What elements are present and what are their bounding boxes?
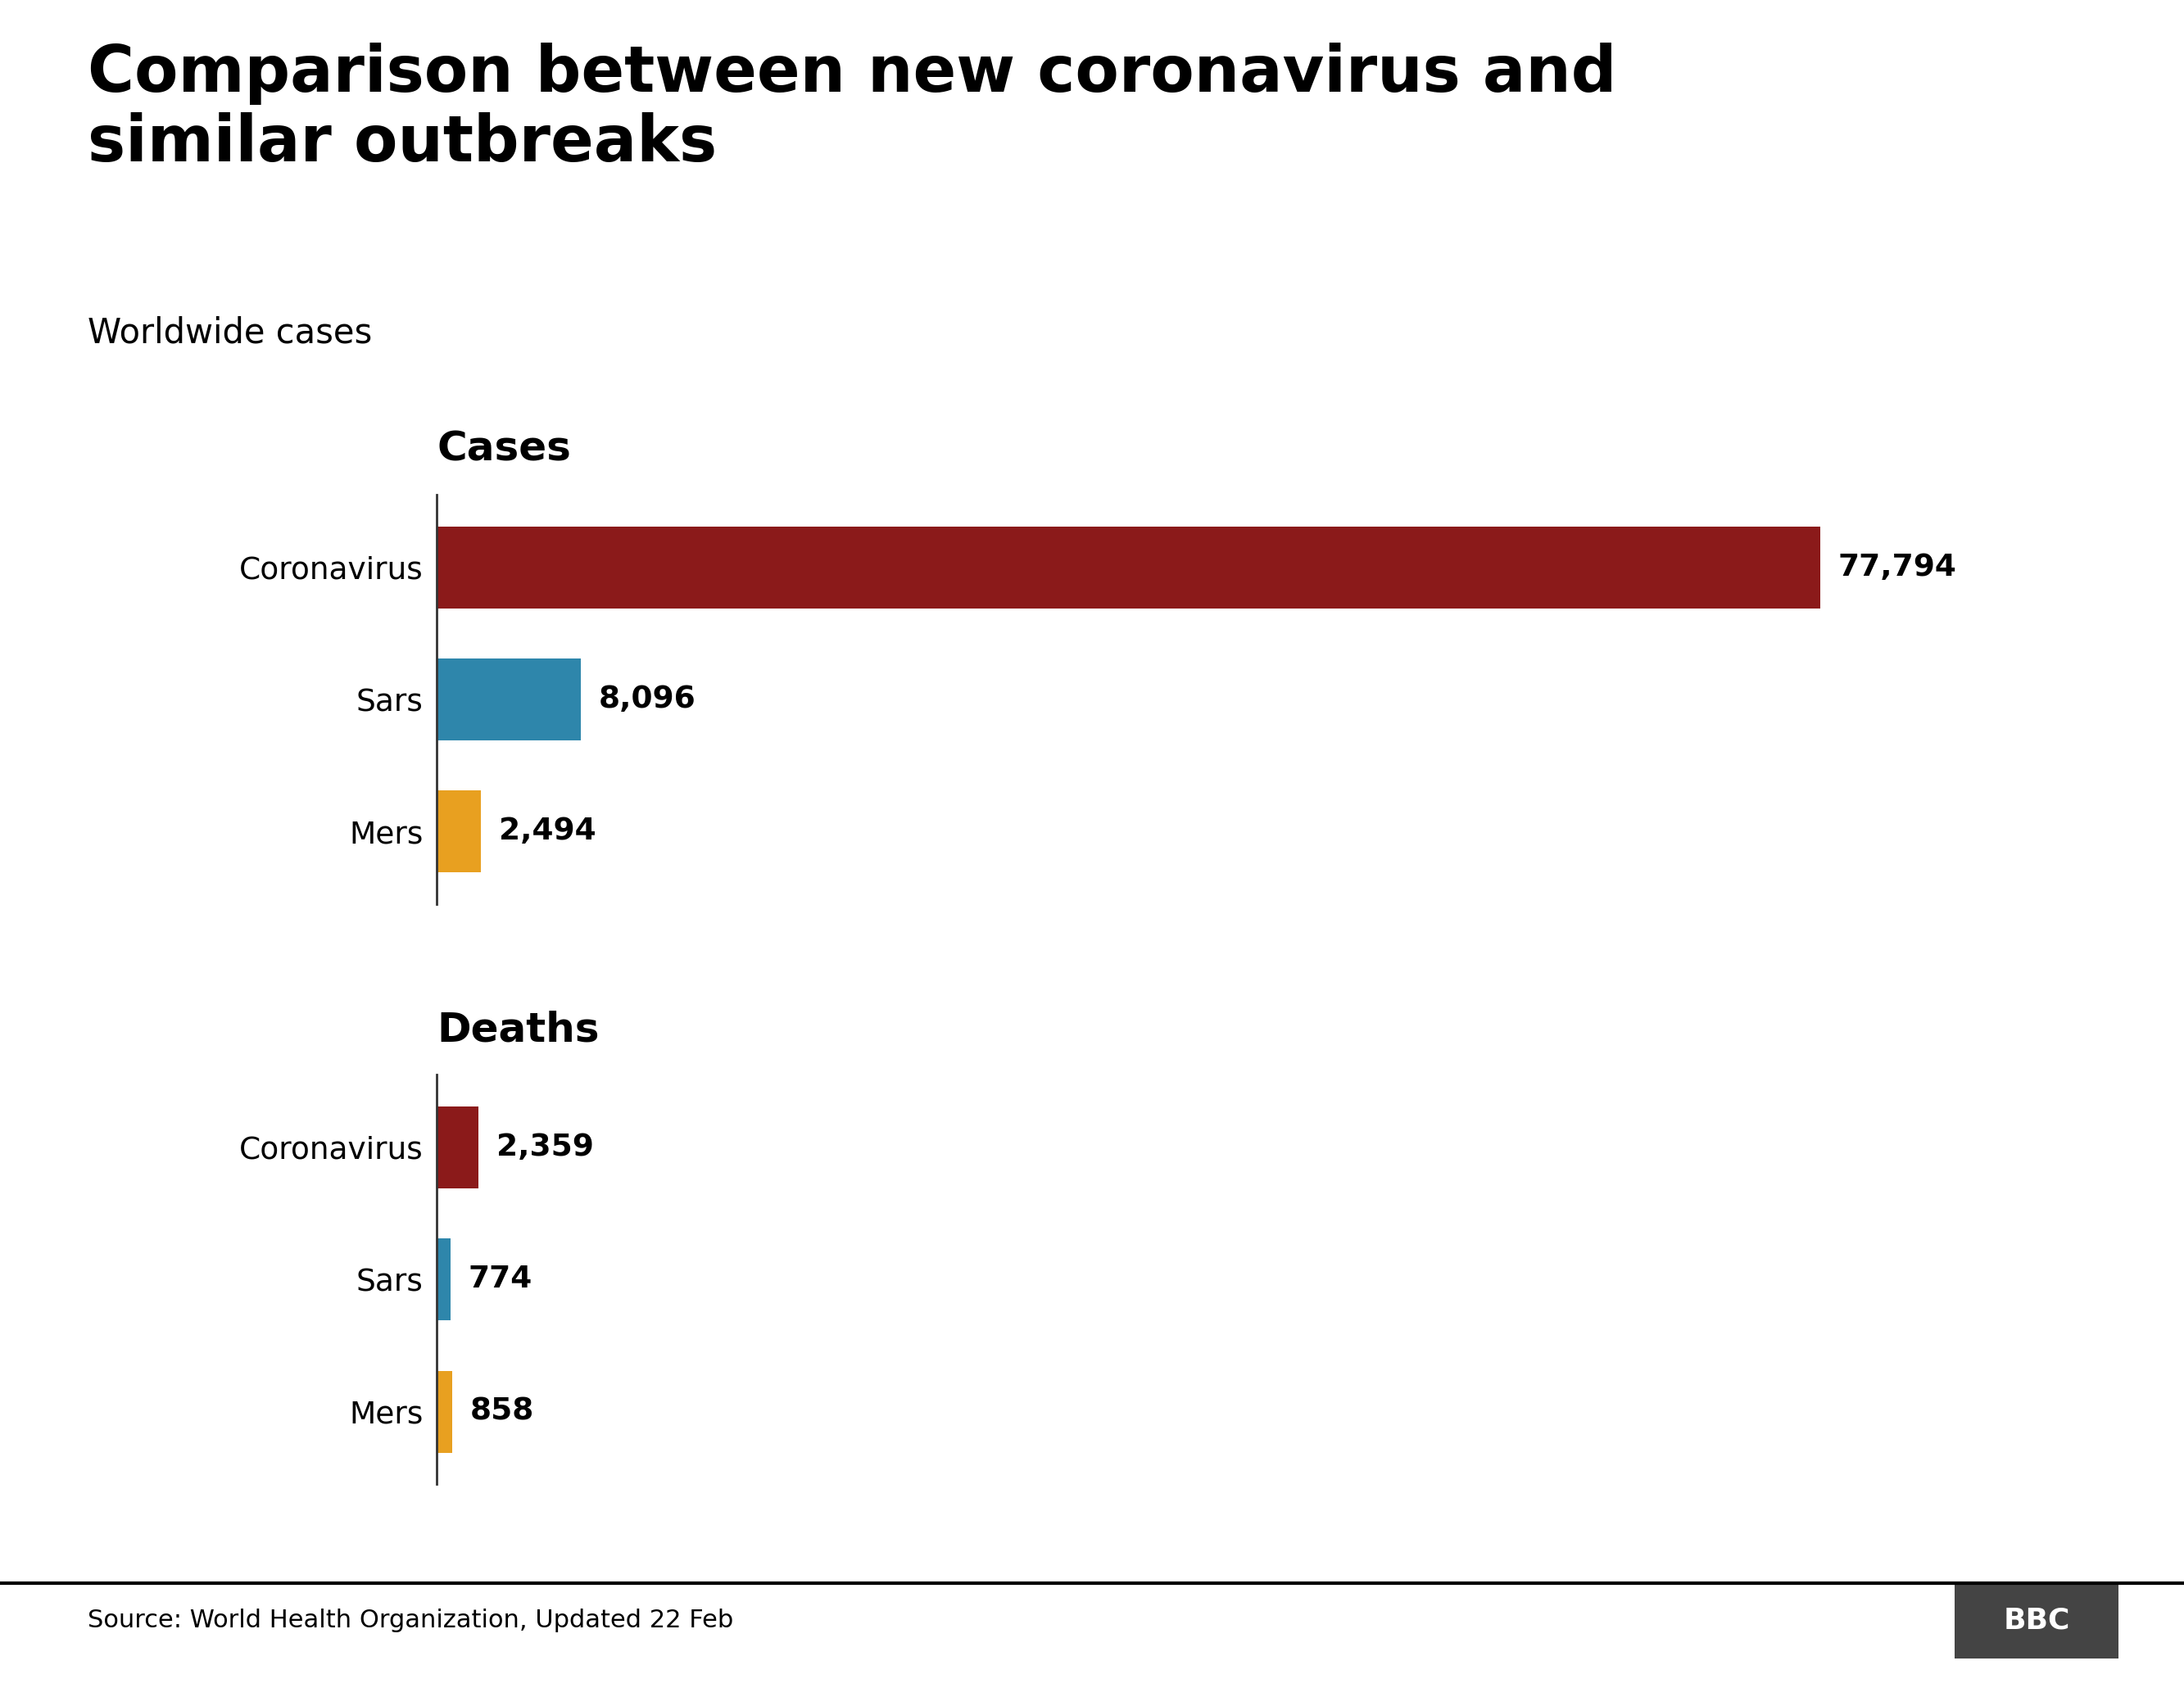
Bar xyxy=(437,1107,478,1189)
Text: 77,794: 77,794 xyxy=(1839,553,1957,582)
Text: 2,494: 2,494 xyxy=(500,817,596,846)
Bar xyxy=(437,790,480,872)
Bar xyxy=(437,659,581,740)
Text: Comparison between new coronavirus and
similar outbreaks: Comparison between new coronavirus and s… xyxy=(87,43,1616,174)
Text: Deaths: Deaths xyxy=(437,1010,598,1049)
Text: 774: 774 xyxy=(470,1264,533,1295)
Bar xyxy=(437,527,1819,609)
Bar xyxy=(437,1370,452,1452)
Text: 858: 858 xyxy=(470,1397,535,1426)
Text: Cases: Cases xyxy=(437,430,570,469)
Text: Worldwide cases: Worldwide cases xyxy=(87,316,371,350)
Bar xyxy=(437,1239,450,1320)
Text: BBC: BBC xyxy=(2003,1607,2070,1634)
Text: Source: World Health Organization, Updated 22 Feb: Source: World Health Organization, Updat… xyxy=(87,1609,734,1633)
Text: 2,359: 2,359 xyxy=(496,1133,594,1162)
Text: 8,096: 8,096 xyxy=(598,684,697,715)
